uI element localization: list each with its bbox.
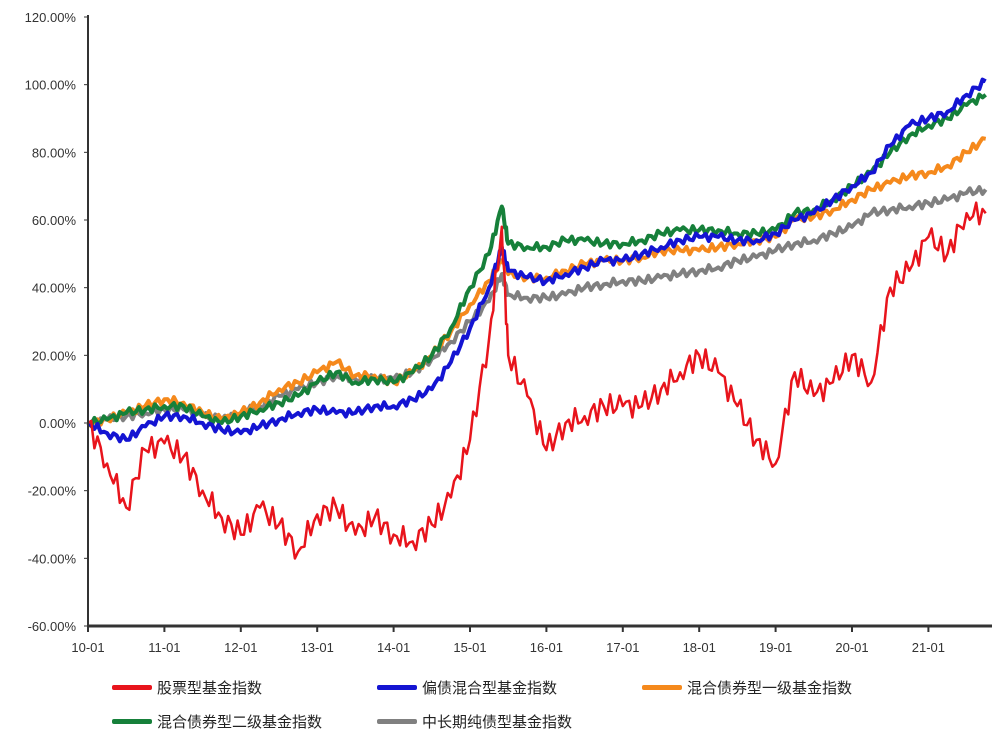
x-tick-label: 15-01 — [453, 640, 486, 655]
x-tick-label: 19-01 — [759, 640, 792, 655]
y-tick-label: 80.00% — [32, 145, 77, 160]
x-tick-label: 17-01 — [606, 640, 639, 655]
y-tick-label: -20.00% — [28, 484, 77, 499]
legend-label: 中长期纯债型基金指数 — [422, 713, 573, 731]
y-tick-label: 100.00% — [25, 78, 77, 93]
legend-label: 股票型基金指数 — [157, 679, 263, 697]
legend-item-stock: 股票型基金指数 — [112, 677, 262, 698]
x-tick-label: 13-01 — [301, 640, 334, 655]
legend-swatch — [377, 685, 417, 690]
y-tick-label: 0.00% — [39, 416, 76, 431]
x-tick-label: 12-01 — [224, 640, 257, 655]
legend-swatch — [377, 719, 417, 724]
legend-label: 混合债券型二级基金指数 — [157, 713, 323, 731]
legend-item-bond-2: 混合债券型二级基金指数 — [112, 711, 322, 732]
y-tick-label: 20.00% — [32, 348, 77, 363]
y-tick-label: 120.00% — [25, 10, 77, 25]
x-tick-label: 14-01 — [377, 640, 410, 655]
x-tick-label: 20-01 — [835, 640, 868, 655]
legend-label: 混合债券型一级基金指数 — [687, 679, 853, 697]
legend-swatch — [112, 719, 152, 724]
y-tick-label: -60.00% — [28, 619, 77, 634]
legend-swatch — [112, 685, 152, 690]
x-tick-label: 21-01 — [912, 640, 945, 655]
y-tick-label: 40.00% — [32, 281, 77, 296]
x-tick-label: 10-01 — [71, 640, 104, 655]
series-line-2 — [86, 136, 987, 429]
y-tick-label: 60.00% — [32, 213, 77, 228]
legend-item-bond-1: 混合债券型一级基金指数 — [642, 677, 852, 698]
legend-swatch — [642, 685, 682, 690]
series-line-1 — [86, 77, 987, 444]
y-tick-label: -40.00% — [28, 551, 77, 566]
series-line-0 — [87, 201, 987, 560]
x-tick-label: 11-01 — [148, 640, 180, 655]
x-tick-label: 18-01 — [683, 640, 716, 655]
legend-item-bond-mixed: 偏债混合型基金指数 — [377, 677, 557, 698]
series-line-3 — [86, 92, 987, 428]
series-line-4 — [87, 185, 988, 428]
legend-label: 偏债混合型基金指数 — [422, 679, 558, 697]
x-tick-label: 16-01 — [530, 640, 563, 655]
legend-item-pure-bond: 中长期纯债型基金指数 — [377, 711, 572, 732]
